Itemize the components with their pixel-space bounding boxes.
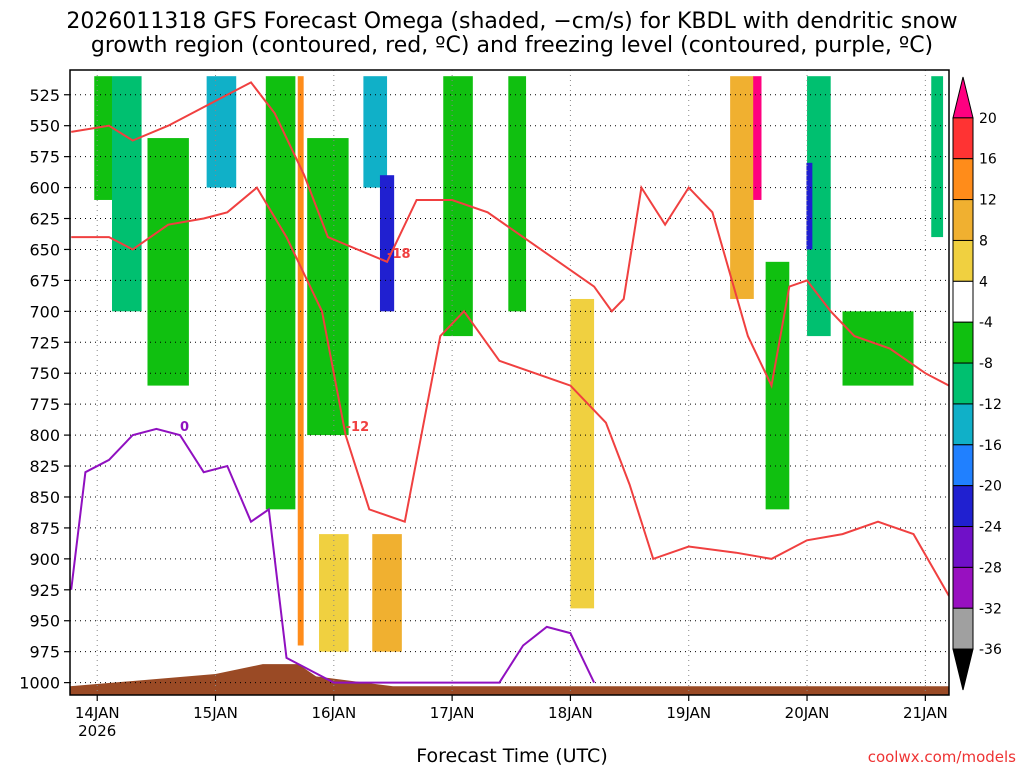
colorbar-label--28: -28 (979, 560, 1002, 576)
y-tick-label-575: 575 (29, 148, 60, 167)
colorbar-label--32: -32 (979, 601, 1002, 617)
y-tick-label-525: 525 (29, 86, 60, 105)
y-tick-label-975: 975 (29, 643, 60, 662)
plot-frame (69, 69, 950, 696)
colorbar: 20 16 12 8 4 -4 -8 -12 -16 -20 -24 -28 -32 -36 (952, 76, 1002, 691)
omega-region-2 (147, 138, 189, 386)
colorbar-swatch-9 (952, 444, 974, 487)
y-tick-label-750: 750 (29, 364, 60, 383)
colorbar-label--8: -8 (979, 356, 993, 372)
credit-text: coolwx.com/models (867, 748, 1016, 766)
y-tick-label-650: 650 (29, 240, 60, 259)
colorbar-label--16: -16 (979, 438, 1002, 454)
omega-region-5 (297, 76, 304, 646)
y-tick-label-850: 850 (29, 488, 60, 507)
omega-region-16 (765, 261, 790, 510)
colorbar-label-4: 4 (979, 274, 988, 290)
y-tick-label-825: 825 (29, 457, 60, 476)
y-tick-label-675: 675 (29, 271, 60, 290)
omega-region-18 (806, 162, 813, 250)
x-tick-label-16JAN: 16JAN (311, 704, 356, 722)
colorbar-label--20: -20 (979, 479, 1002, 495)
ground-fill (70, 664, 949, 695)
y-axis: 525 550 575 600 625 650 675 700 725 750 775 800 825 8… (19, 86, 70, 693)
y-tick-label-600: 600 (29, 179, 60, 198)
colorbar-swatch-11 (952, 526, 974, 568)
omega-region-7 (363, 76, 388, 188)
contour-dgz-lower-12 (71, 186, 949, 597)
y-tick-label-900: 900 (29, 550, 60, 569)
x-tick-label-20JAN: 20JAN (785, 704, 830, 722)
x-tick-label-14JAN: 14JAN (75, 704, 120, 722)
colorbar-swatch-5 (952, 280, 974, 323)
chart-title-line2: growth region (contoured, red, ºC) and f… (90, 33, 934, 58)
colorbar-bottom-arrow (952, 648, 974, 691)
y-tick-label-1000: 1000 (19, 674, 60, 693)
colorbar-swatch-4 (952, 239, 974, 282)
colorbar-label-8: 8 (979, 233, 988, 249)
omega-region-15 (753, 76, 762, 200)
colorbar-label-20: 20 (979, 111, 997, 127)
x-tick-label-21JAN: 21JAN (903, 704, 948, 722)
chart-title-line1: 2026011318 GFS Forecast Omega (shaded, −… (66, 9, 958, 34)
colorbar-swatch-12 (952, 566, 974, 609)
colorbar-swatch-8 (952, 403, 974, 446)
x-tick-label-18JAN: 18JAN (548, 704, 593, 722)
omega-region-13 (570, 298, 595, 609)
y-tick-label-700: 700 (29, 302, 60, 321)
y-tick-label-875: 875 (29, 519, 60, 538)
contour-label-freezing-level: 0 (180, 420, 189, 435)
omega-cross-section-chart: -18 -12 0 525 550 575 600 625 650 675 700 725 750 77… (19, 69, 1002, 740)
omega-region-12 (508, 76, 527, 312)
colorbar-top-arrow (952, 76, 974, 119)
omega-region-8 (379, 175, 395, 312)
colorbar-swatch-10 (952, 485, 974, 528)
omega-region-17 (807, 76, 831, 337)
omega-region-4 (265, 76, 296, 510)
colorbar-label--24: -24 (979, 520, 1002, 536)
omega-region-0 (94, 76, 112, 200)
omega-region-9 (372, 534, 402, 652)
temperature-contours: -18 -12 0 (70, 81, 949, 684)
colorbar-swatch-2 (952, 158, 974, 201)
contour-label-dgz-lower-12: -12 (346, 420, 370, 435)
y-tick-label-775: 775 (29, 395, 60, 414)
contour-freezing-level (70, 427, 596, 684)
colorbar-swatch-3 (952, 199, 974, 241)
colorbar-label-12: 12 (979, 193, 997, 209)
omega-region-3 (206, 76, 237, 188)
y-tick-label-950: 950 (29, 612, 60, 631)
y-tick-label-725: 725 (29, 333, 60, 352)
colorbar-swatch-6 (952, 321, 974, 364)
y-tick-label-925: 925 (29, 581, 60, 600)
x-tick-label-19JAN: 19JAN (666, 704, 711, 722)
colorbar-label--36: -36 (979, 642, 1002, 658)
contour-dgz-upper-18 (71, 81, 949, 389)
y-tick-label-550: 550 (29, 117, 60, 136)
omega-region-14 (730, 76, 754, 299)
omega-region-6 (307, 138, 349, 436)
colorbar-label--12: -12 (979, 397, 1002, 413)
x-tick-sublabel-year: 2026 (78, 722, 116, 740)
colorbar-swatch-7 (952, 362, 974, 405)
x-tick-label-17JAN: 17JAN (430, 704, 475, 722)
contour-label-dgz-upper-18: -18 (387, 247, 411, 262)
y-tick-label-800: 800 (29, 426, 60, 445)
terrain-ground (70, 664, 949, 695)
y-tick-label-625: 625 (29, 210, 60, 229)
omega-region-20 (931, 76, 944, 238)
colorbar-swatch-13 (952, 607, 974, 650)
colorbar-label--4: -4 (979, 315, 993, 331)
omega-region-10 (319, 534, 349, 652)
x-tick-label-15JAN: 15JAN (193, 704, 238, 722)
omega-region-19 (842, 311, 914, 386)
colorbar-swatch-1 (952, 117, 974, 160)
colorbar-label-16: 16 (979, 152, 997, 168)
grid-lines (70, 70, 949, 695)
omega-region-1 (111, 76, 142, 312)
x-axis-label: Forecast Time (UTC) (416, 745, 608, 767)
